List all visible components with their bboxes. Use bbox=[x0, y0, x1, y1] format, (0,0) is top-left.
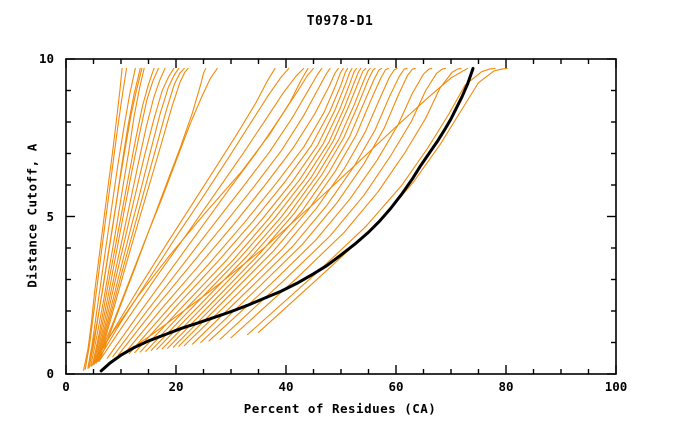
model-curve bbox=[257, 67, 508, 333]
model-curve bbox=[98, 67, 189, 362]
x-tick-label: 20 bbox=[168, 379, 184, 394]
model-curve bbox=[95, 67, 290, 364]
y-tick-label: 5 bbox=[46, 208, 54, 224]
model-curve bbox=[103, 67, 469, 369]
x-tick-label: 100 bbox=[604, 379, 628, 394]
x-axis-label: Percent of Residues (CA) bbox=[243, 401, 437, 416]
model-curve bbox=[230, 67, 462, 339]
model-curve bbox=[246, 67, 496, 336]
model-curve bbox=[92, 67, 276, 366]
model-curve bbox=[150, 67, 362, 351]
model-curve bbox=[92, 67, 159, 366]
model-curve bbox=[167, 67, 376, 349]
model-curve bbox=[145, 67, 357, 352]
model-curve bbox=[161, 67, 371, 350]
model-curve bbox=[117, 67, 331, 356]
model-curve bbox=[87, 67, 136, 369]
model-curve bbox=[112, 67, 323, 358]
model-curve bbox=[95, 67, 175, 364]
model-curve bbox=[99, 67, 207, 361]
model-curve bbox=[200, 67, 416, 344]
model-curve bbox=[208, 67, 433, 342]
model-curve bbox=[98, 67, 305, 362]
x-tick-label: 40 bbox=[278, 379, 294, 394]
x-tick-label: 60 bbox=[388, 379, 404, 394]
page-title: T0978-D1 bbox=[306, 14, 374, 29]
model-curve bbox=[139, 67, 353, 353]
model-curve bbox=[91, 67, 155, 366]
model-curve bbox=[90, 67, 309, 367]
model-curve bbox=[128, 67, 344, 355]
reference-curve bbox=[99, 66, 475, 373]
model-curve bbox=[134, 67, 349, 354]
model-curve bbox=[97, 67, 185, 362]
x-tick-label: 0 bbox=[62, 379, 70, 394]
model-curve bbox=[84, 67, 128, 370]
model-curve bbox=[156, 67, 367, 350]
model-curves bbox=[83, 67, 508, 371]
y-tick-label: 0 bbox=[46, 366, 54, 381]
model-curve bbox=[191, 67, 408, 345]
model-curve bbox=[172, 67, 383, 348]
model-curve bbox=[123, 67, 339, 356]
model-curve bbox=[95, 67, 218, 364]
model-curve bbox=[94, 67, 166, 365]
model-curve bbox=[219, 67, 447, 340]
model-curve bbox=[183, 67, 398, 347]
axes-frame bbox=[65, 58, 617, 375]
y-tick-label: 10 bbox=[38, 51, 54, 66]
model-curve bbox=[106, 67, 315, 359]
model-curve bbox=[96, 67, 180, 363]
x-tick-label: 80 bbox=[498, 379, 514, 394]
model-curve bbox=[90, 67, 145, 367]
axis-ticks bbox=[65, 58, 617, 375]
model-curve bbox=[178, 67, 389, 347]
model-curve bbox=[83, 67, 123, 371]
model-curve bbox=[87, 67, 143, 368]
model-curve bbox=[88, 67, 141, 369]
reference-curve bbox=[99, 66, 475, 373]
